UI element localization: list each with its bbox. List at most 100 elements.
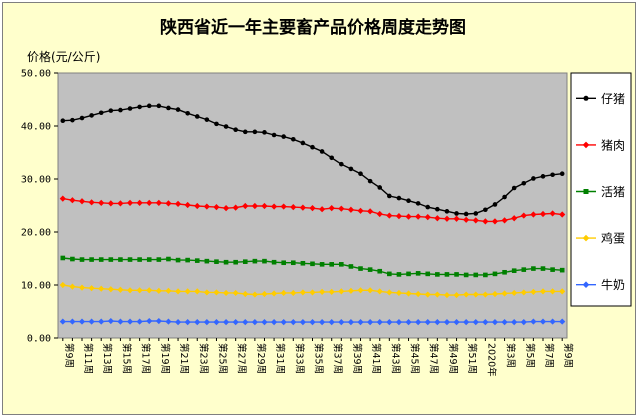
data-point xyxy=(146,287,153,294)
data-point xyxy=(194,202,201,210)
price-trend-chart: 陕西省近一年主要畜产品价格周度走势图 价格(元/公斤) 0.00 10.00 20.… xyxy=(21,17,632,377)
data-point xyxy=(473,211,479,216)
data-point xyxy=(472,319,479,326)
data-point xyxy=(463,272,469,278)
data-point xyxy=(242,129,248,135)
data-point xyxy=(550,267,555,272)
data-point xyxy=(559,267,565,273)
data-point xyxy=(415,201,421,206)
data-point xyxy=(454,272,459,277)
data-point xyxy=(319,319,326,326)
data-point xyxy=(118,107,123,113)
data-point xyxy=(203,289,210,296)
data-point xyxy=(108,108,114,113)
data-point xyxy=(501,290,508,297)
data-point xyxy=(435,272,440,277)
data-point xyxy=(550,172,555,178)
chart-title: 陕西省近一年主要畜产品价格周度走势图 xyxy=(160,17,466,38)
data-point xyxy=(367,287,374,294)
data-point xyxy=(338,288,345,295)
data-point xyxy=(559,288,566,295)
data-point xyxy=(117,200,124,207)
data-point xyxy=(156,257,162,262)
data-point xyxy=(443,291,451,299)
data-point xyxy=(98,318,105,325)
data-point xyxy=(261,202,268,210)
data-point xyxy=(491,218,499,225)
data-point xyxy=(386,319,393,326)
data-point xyxy=(405,213,412,220)
data-point xyxy=(252,129,258,135)
data-point xyxy=(310,144,315,150)
data-point xyxy=(530,318,537,325)
data-point xyxy=(482,291,489,298)
data-point xyxy=(472,217,479,224)
data-point xyxy=(165,318,172,325)
data-point xyxy=(69,197,76,204)
data-point xyxy=(174,319,182,326)
legend-marker xyxy=(582,281,590,288)
data-point xyxy=(511,185,517,191)
data-point xyxy=(281,260,286,266)
data-point xyxy=(137,257,142,262)
data-point xyxy=(214,259,219,264)
data-point xyxy=(137,104,142,110)
data-point xyxy=(357,287,364,294)
data-point xyxy=(165,200,172,207)
data-point xyxy=(69,318,76,325)
data-point xyxy=(463,319,470,326)
data-point xyxy=(69,283,76,290)
data-point xyxy=(155,199,162,206)
data-point xyxy=(290,260,296,266)
data-point xyxy=(520,319,527,326)
data-point xyxy=(483,272,488,278)
data-point xyxy=(261,319,268,326)
data-point xyxy=(348,166,354,172)
data-point xyxy=(415,290,422,298)
data-point xyxy=(98,110,104,116)
data-point xyxy=(222,205,230,212)
x-tick-label: 第51周 xyxy=(466,343,478,374)
data-point xyxy=(454,211,459,216)
data-point xyxy=(348,264,354,269)
x-tick-label: 第43周 xyxy=(389,343,401,374)
data-point xyxy=(261,290,268,298)
data-point xyxy=(406,198,411,204)
data-point xyxy=(511,319,518,326)
data-point xyxy=(60,255,66,261)
data-point xyxy=(540,174,546,179)
data-point xyxy=(126,287,134,294)
y-tick-label: 20.00 xyxy=(21,228,51,239)
data-point xyxy=(242,259,248,264)
data-point xyxy=(89,113,94,118)
data-point xyxy=(194,258,200,263)
data-point xyxy=(424,319,431,326)
data-point xyxy=(251,319,258,326)
data-point xyxy=(78,318,86,325)
data-point xyxy=(233,127,238,133)
data-point xyxy=(502,269,507,275)
data-point xyxy=(492,271,498,277)
x-tick-label: 第3周 xyxy=(505,343,517,368)
data-point xyxy=(347,319,355,326)
data-point xyxy=(184,319,191,326)
data-point xyxy=(155,317,162,325)
legend-box xyxy=(570,72,632,307)
data-point xyxy=(242,319,249,326)
data-point xyxy=(530,288,537,295)
x-tick-label: 2020年 xyxy=(485,343,497,377)
data-point xyxy=(453,319,460,326)
y-axis-ticks: 0.00 10.00 20.00 30.00 40.00 50.00 xyxy=(21,69,58,345)
data-point xyxy=(242,202,249,210)
x-tick-label: 第37周 xyxy=(332,343,344,374)
data-point xyxy=(328,205,335,212)
legend-label: 仔猪 xyxy=(601,92,625,106)
data-point xyxy=(367,208,374,215)
data-point xyxy=(222,319,230,326)
data-point xyxy=(88,199,95,206)
data-point xyxy=(319,149,325,154)
data-point xyxy=(281,134,286,139)
data-point xyxy=(531,266,536,271)
data-point xyxy=(299,204,306,211)
